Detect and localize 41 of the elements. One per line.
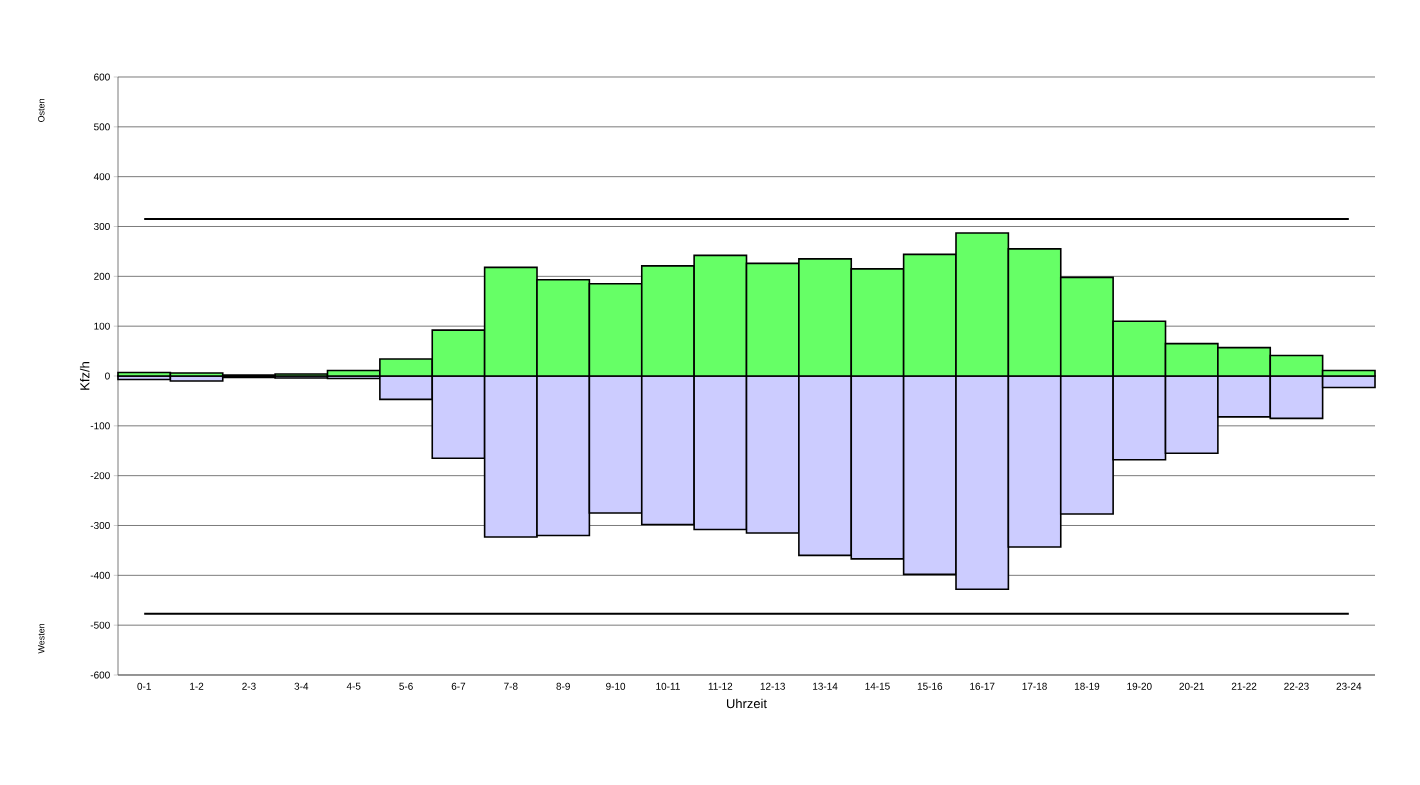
y-tick-label: 400 xyxy=(93,173,110,181)
x-tick-label: 16-17 xyxy=(970,682,995,690)
y-tick-label: -600 xyxy=(90,671,110,679)
x-tick-label: 21-22 xyxy=(1231,682,1257,690)
x-tick-label: 5-6 xyxy=(399,682,413,690)
x-tick-label: 9-10 xyxy=(606,682,626,690)
y-tick-label: -300 xyxy=(90,521,110,530)
x-tick-label: 6-7 xyxy=(451,682,466,690)
y-tick-label: 600 xyxy=(94,73,110,81)
y-tick-label: 300 xyxy=(93,222,110,231)
y-tick-label: 0 xyxy=(105,372,110,380)
x-tick-label: 15-16 xyxy=(917,682,943,690)
x-tick-label: 14-15 xyxy=(865,682,890,690)
y-tick-label: -200 xyxy=(90,472,110,480)
x-tick-label: 3-4 xyxy=(294,682,309,690)
x-tick-label: 0-1 xyxy=(137,682,151,690)
x-tick-label: 23-24 xyxy=(1336,682,1362,690)
text: Osten xyxy=(38,99,45,122)
y-tick-label: 200 xyxy=(94,272,110,280)
x-tick-label: 7-8 xyxy=(504,682,518,690)
x-tick-label: 11-12 xyxy=(708,682,733,690)
x-tick-label: 17-18 xyxy=(1022,682,1047,690)
x-tick-label: 13-14 xyxy=(813,682,838,690)
y-axis-title: Kfz/h xyxy=(79,362,90,390)
x-tick-label: 2-3 xyxy=(242,682,256,690)
y-tick-label: -400 xyxy=(90,571,110,579)
x-tick-label: 12-13 xyxy=(760,682,785,690)
x-tick-label: 22-23 xyxy=(1284,682,1309,690)
x-tick-label: 8-9 xyxy=(556,682,570,690)
y-tick-label: -100 xyxy=(90,422,110,430)
y-tick-label: 500 xyxy=(94,123,110,131)
x-tick-label: 18-19 xyxy=(1074,682,1100,690)
x-tick-label: 1-2 xyxy=(190,682,204,690)
text: Westen xyxy=(38,623,45,654)
x-tick-label: 19-20 xyxy=(1127,682,1152,690)
x-axis-title: Uhrzeit xyxy=(726,698,767,709)
y-tick-label: -500 xyxy=(90,621,110,629)
x-tick-label: 4-5 xyxy=(346,682,361,690)
y-tick-label: 100 xyxy=(94,322,110,330)
x-tick-label: 20-21 xyxy=(1179,682,1204,690)
x-tick-label: 10-11 xyxy=(656,682,680,690)
